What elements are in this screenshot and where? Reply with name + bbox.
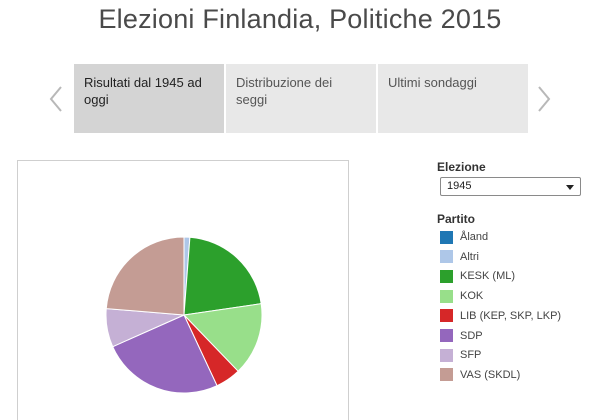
- legend-swatch: [440, 348, 453, 362]
- pie-slice[interactable]: [183, 236, 262, 316]
- legend-swatch: [440, 329, 453, 342]
- legend-item[interactable]: SDP: [440, 329, 483, 343]
- legend-item[interactable]: Altri: [440, 250, 479, 264]
- election-label: Elezione: [437, 160, 486, 174]
- party-label: Partito: [437, 212, 476, 226]
- legend-swatch: [440, 269, 453, 283]
- legend-swatch: [440, 230, 453, 244]
- page-title: Elezioni Finlandia, Politiche 2015: [98, 4, 502, 34]
- pie-slice[interactable]: [112, 314, 218, 394]
- chevron-right-icon: [538, 86, 551, 112]
- legend-label: VAS (SKDL): [460, 368, 521, 381]
- legend-item[interactable]: VAS (SKDL): [440, 368, 520, 382]
- carousel-prev-button[interactable]: [45, 84, 67, 114]
- pie-slice[interactable]: [182, 303, 263, 372]
- legend-item[interactable]: KOK: [440, 289, 483, 303]
- legend-label: LIB (KEP, SKP, LKP): [460, 309, 562, 322]
- tab-distribuzione[interactable]: Distribuzione dei seggi: [226, 64, 376, 133]
- tab-sondaggi[interactable]: Ultimi sondaggi: [378, 64, 528, 133]
- legend-item[interactable]: Åland: [440, 230, 488, 244]
- legend-label: SDP: [460, 329, 483, 342]
- legend-label: KESK (ML): [460, 270, 516, 283]
- legend-item[interactable]: LIB (KEP, SKP, LKP): [440, 309, 561, 323]
- tab-risultati[interactable]: Risultati dal 1945 ad oggi: [74, 64, 224, 133]
- pie-chart-panel: [17, 160, 349, 420]
- legend-swatch: [440, 309, 453, 323]
- legend-label: KOK: [460, 290, 484, 303]
- legend-swatch: [440, 289, 453, 303]
- legend-swatch: [440, 368, 453, 382]
- legend-item[interactable]: KESK (ML): [440, 269, 515, 283]
- pie-chart: [105, 236, 263, 394]
- election-select-value: 1945: [447, 180, 472, 192]
- caret-down-icon: [566, 185, 574, 190]
- legend-label: Altri: [460, 250, 479, 263]
- legend-swatch: [440, 250, 453, 264]
- legend-item[interactable]: SFP: [440, 348, 481, 362]
- legend-label: Åland: [460, 231, 489, 243]
- election-select[interactable]: 1945: [440, 177, 581, 196]
- carousel-next-button[interactable]: [533, 84, 555, 114]
- chevron-left-icon: [49, 86, 62, 112]
- legend-label: SFP: [460, 349, 482, 362]
- pie-slice[interactable]: [105, 236, 185, 316]
